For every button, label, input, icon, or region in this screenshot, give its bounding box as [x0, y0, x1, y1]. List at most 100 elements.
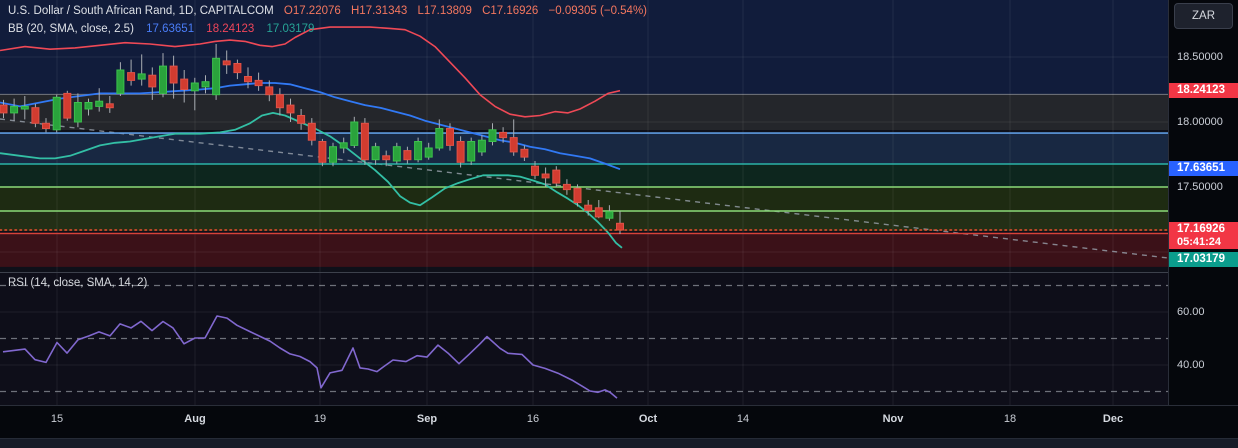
series-line [0, 112, 623, 249]
candle-body [0, 104, 8, 114]
rsi-axis-label: 40.00 [1177, 359, 1205, 371]
candle-body [562, 183, 571, 191]
zone-blue [0, 133, 1168, 164]
ohlc-low-value: L17.13809 [417, 5, 472, 17]
candle-body [222, 60, 231, 66]
candle-body [520, 148, 529, 158]
candle-body [31, 107, 40, 124]
candle-body [605, 211, 614, 219]
symbol-legend-row: U.S. Dollar / South African Rand, 1D, CA… [8, 2, 647, 20]
rsi-chart-svg[interactable] [0, 273, 1168, 405]
main-chart-svg[interactable] [0, 0, 1168, 272]
candle-body [159, 65, 167, 94]
candle-body [392, 146, 401, 162]
time-axis-tick: 14 [736, 413, 750, 425]
candle-body [20, 105, 29, 110]
rsi-indicator-label[interactable]: RSI (14, close, SMA, 14, 2) [8, 277, 148, 289]
candle-body [244, 76, 252, 83]
bb-upper-value: 18.24123 [206, 23, 255, 35]
demand-zone-maroon [0, 234, 1168, 267]
candle-body [275, 94, 284, 109]
candle-body [382, 155, 391, 161]
time-axis-tick: Aug [184, 413, 206, 425]
bb-lower-value: 17.03179 [266, 23, 315, 35]
candle-body [169, 65, 178, 84]
candle-body [350, 121, 359, 146]
ohlc-high-value: H17.31343 [351, 5, 408, 17]
bb-lower-price-badge: 17.03179 [1169, 251, 1238, 267]
candle-body [488, 129, 497, 143]
candle-body [414, 141, 423, 161]
candle-body [180, 78, 189, 90]
candle-body [584, 204, 593, 211]
candle-body [10, 105, 19, 114]
candle-body [360, 122, 369, 161]
bb-basis-value: 17.63651 [146, 23, 195, 35]
rsi-pane[interactable]: RSI (14, close, SMA, 14, 2) [0, 272, 1168, 405]
candle-body [531, 165, 539, 176]
candle-body [201, 81, 210, 88]
time-axis[interactable]: 15 Aug 19 Sep 16 Oct 14 Nov 18 Dec [0, 405, 1238, 438]
candle-body [552, 169, 561, 184]
candle-body [339, 142, 348, 149]
last-price-countdown-badge: 17.16926 05:41:24 [1169, 221, 1238, 249]
currency-toggle-button[interactable]: ZAR [1174, 3, 1233, 29]
candle-body [116, 69, 125, 94]
time-axis-tick: 16 [526, 413, 540, 425]
time-axis-tick: Oct [638, 413, 658, 425]
candle-body [212, 57, 221, 96]
ohlc-open-value: O17.22076 [283, 5, 341, 17]
candle-body [435, 128, 444, 149]
candle-body [541, 173, 550, 179]
bb-indicator-label[interactable]: BB (20, SMA, close, 2.5) [8, 23, 134, 35]
candle-body [95, 100, 104, 107]
time-axis-tick: 19 [313, 413, 327, 425]
series-line [2, 315, 618, 399]
zone-dark-green [0, 164, 1168, 187]
candle-body [137, 73, 146, 80]
main-price-pane[interactable]: U.S. Dollar / South African Rand, 1D, CA… [0, 0, 1168, 272]
chart-legend: U.S. Dollar / South African Rand, 1D, CA… [8, 2, 647, 38]
candle-body [573, 187, 582, 204]
candle-body [52, 96, 61, 131]
bottom-toolbar-strip [0, 438, 1238, 448]
candle-body [297, 115, 306, 124]
candle-body [307, 122, 316, 141]
candle-body [148, 74, 157, 88]
candle-body [265, 86, 274, 96]
price-axis-label: 17.50000 [1177, 181, 1223, 193]
zone-olive-1 [0, 187, 1168, 212]
time-axis-tick: 18 [1003, 413, 1017, 425]
candle-body [318, 141, 327, 163]
candle-body [371, 146, 380, 161]
symbol-title[interactable]: U.S. Dollar / South African Rand, 1D, CA… [8, 5, 274, 17]
time-axis-tick: Sep [416, 413, 438, 425]
time-axis-tick: Dec [1102, 413, 1124, 425]
candle-body [329, 146, 337, 163]
candle-body [456, 141, 465, 163]
rsi-axis-label: 60.00 [1177, 306, 1205, 318]
candle-body [509, 137, 518, 153]
candle-body [73, 102, 82, 123]
descending-trendline[interactable] [0, 118, 1168, 259]
candle-body [127, 72, 136, 81]
bb-basis-price-badge: 17.63651 [1169, 161, 1238, 177]
candle-body [42, 122, 50, 130]
bb-legend-row: BB (20, SMA, close, 2.5) 17.63651 18.241… [8, 20, 647, 38]
candle-body [254, 79, 263, 87]
last-price-countdown-badge-countdown: 05:41:24 [1177, 235, 1222, 248]
candle-body [424, 147, 433, 158]
series-line [0, 26, 621, 118]
series-line [0, 82, 621, 171]
candle-body [286, 104, 295, 114]
supply-zone-gray [0, 94, 1168, 130]
candle-body [616, 222, 624, 231]
time-axis-tick: Nov [882, 413, 904, 425]
candle-body [84, 102, 93, 110]
candle-body [594, 207, 603, 218]
candle-body [190, 82, 199, 92]
candle-body [63, 92, 72, 119]
price-axis[interactable]: ZAR 18.50000 18.00000 17.50000 60.00 40.00 18… [1168, 0, 1238, 405]
time-axis-tick: 15 [50, 413, 64, 425]
